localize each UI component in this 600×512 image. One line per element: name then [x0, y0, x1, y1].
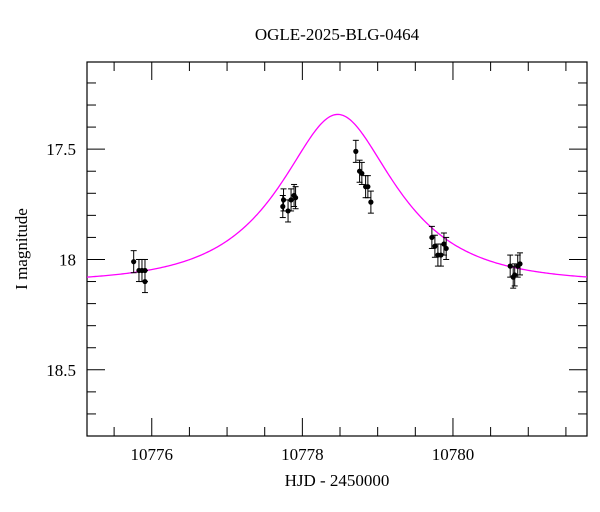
y-tick-label: 18 — [59, 250, 76, 269]
data-point — [440, 232, 447, 256]
y-axis-label: I magnitude — [12, 208, 31, 290]
data-point — [285, 199, 292, 223]
data-point — [292, 186, 299, 210]
x-axis-label: HJD - 2450000 — [285, 471, 390, 490]
y-tick-label: 17.5 — [46, 140, 76, 159]
axis-ticks — [87, 62, 587, 437]
data-point — [364, 175, 371, 199]
plot-area — [86, 61, 588, 437]
data-points — [130, 139, 523, 294]
data-point — [428, 225, 435, 249]
chart-title: OGLE-2025-BLG-0464 — [255, 25, 420, 44]
data-point — [352, 139, 359, 163]
data-point — [288, 188, 295, 212]
data-point — [443, 236, 450, 260]
plot-frame — [86, 61, 588, 437]
x-tick-labels: 10776 10778 10780 — [131, 445, 475, 464]
y-tick-labels: 17.5 18 18.5 — [46, 140, 76, 380]
x-tick-label: 10776 — [131, 445, 174, 464]
data-point — [516, 252, 523, 276]
x-tick-label: 10778 — [281, 445, 324, 464]
y-tick-label: 18.5 — [46, 361, 76, 380]
x-tick-label: 10780 — [432, 445, 475, 464]
data-point — [279, 194, 286, 219]
model-curve — [86, 113, 588, 278]
data-point — [141, 270, 148, 294]
model-curve-line — [86, 113, 588, 278]
data-point — [130, 250, 137, 274]
data-point — [358, 161, 365, 185]
data-point — [367, 190, 374, 214]
